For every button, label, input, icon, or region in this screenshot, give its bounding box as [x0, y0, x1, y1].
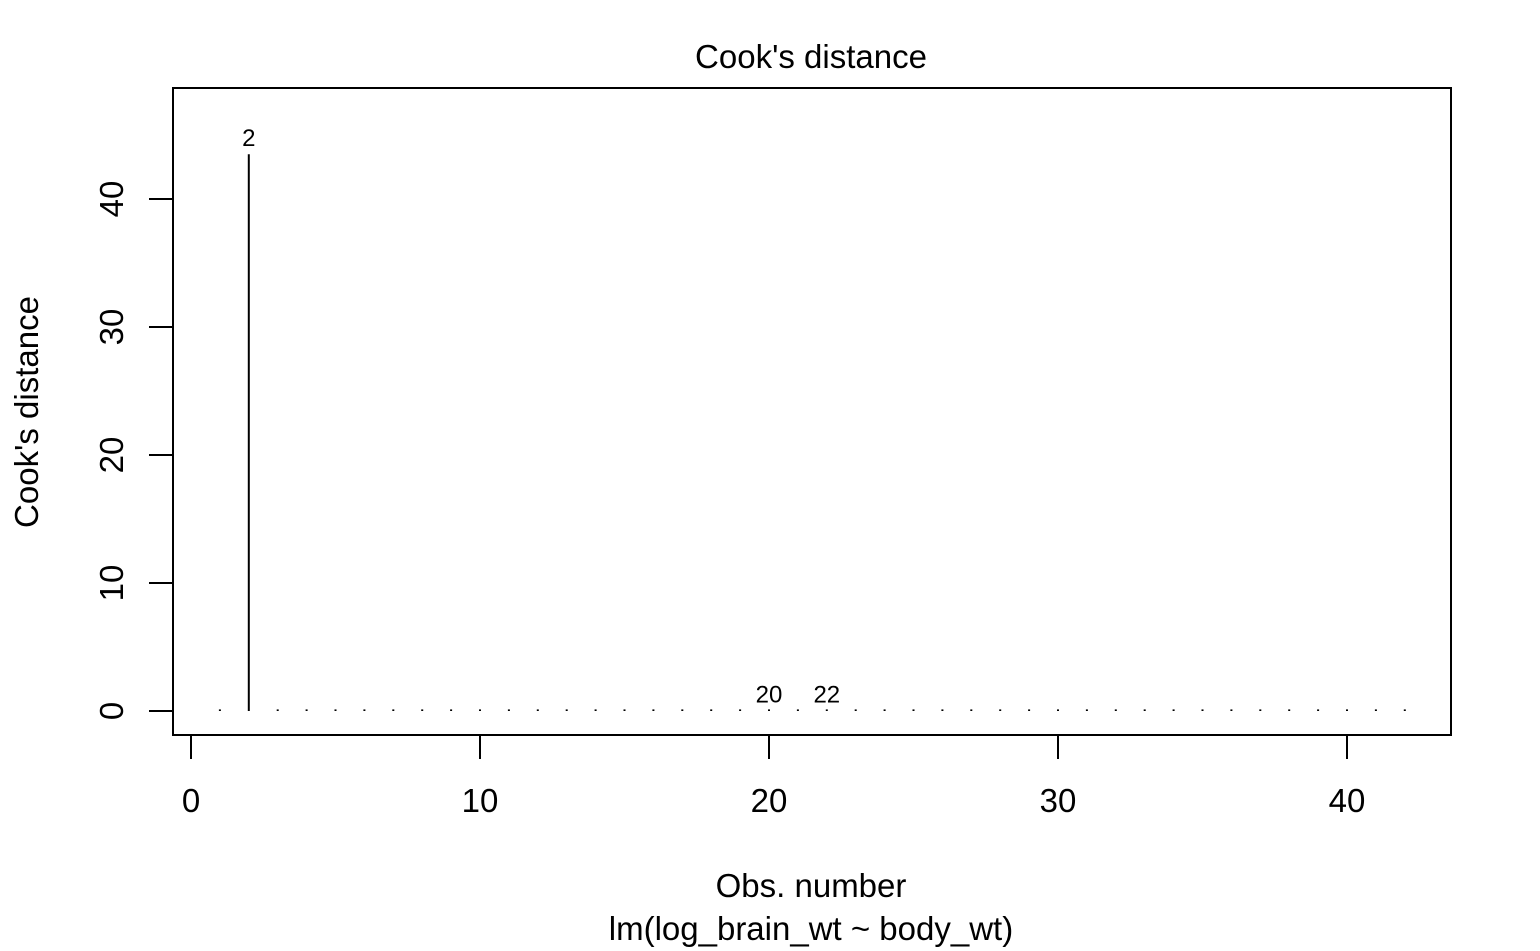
point-labels-group: 2 20 22 [242, 125, 840, 708]
y-tick-label: 40 [93, 181, 130, 218]
chart-caption: lm(log_brain_wt ~ body_wt) [609, 910, 1013, 947]
y-axis: 0 10 20 30 40 [93, 181, 174, 720]
chart-title: Cook's distance [695, 38, 927, 75]
y-tick-label: 0 [93, 702, 130, 720]
point-label: 22 [813, 681, 840, 708]
y-axis-label: Cook's distance [8, 296, 45, 528]
x-tick-label: 40 [1329, 782, 1366, 819]
x-axis-label: Obs. number [716, 867, 907, 904]
bars-group [218, 154, 1406, 711]
x-axis: 0 10 20 30 40 [182, 734, 1366, 819]
plot-frame [172, 87, 1452, 736]
y-tick-label: 20 [93, 437, 130, 474]
point-label: 20 [756, 681, 783, 708]
x-tick-label: 0 [182, 782, 200, 819]
y-tick-label: 30 [93, 309, 130, 346]
x-tick-label: 30 [1040, 782, 1077, 819]
x-tick-label: 20 [751, 782, 788, 819]
point-label: 2 [242, 125, 255, 152]
y-tick-label: 10 [93, 565, 130, 602]
x-tick-label: 10 [462, 782, 499, 819]
